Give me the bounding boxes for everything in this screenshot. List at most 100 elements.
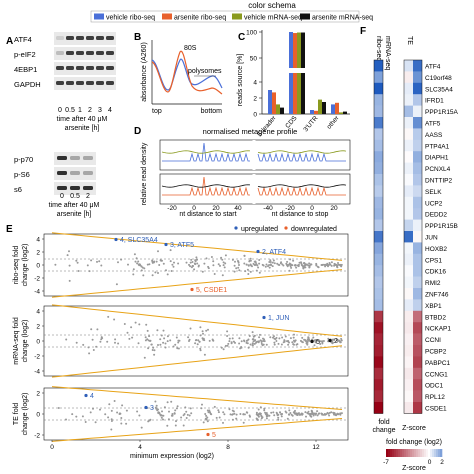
blot2-band [70,156,80,160]
e-point [228,340,231,343]
e-point [313,344,316,347]
e-point [158,264,161,266]
f-bottom-zscore: Z-score [402,425,426,432]
e-point [258,262,261,265]
heatmap-cell [413,105,422,118]
heatmap-cell [413,151,422,163]
e-point [217,411,220,414]
f-gene-label: ODC1 [425,383,443,390]
e-point [277,342,280,345]
blot-band [96,36,104,40]
e-point [269,336,272,339]
e-xtick-label: 8 [226,444,230,451]
e-highlight-point [114,237,118,242]
e-point [107,315,110,318]
e-point [294,264,297,266]
e-point [174,424,177,427]
heatmap-cell [413,174,422,186]
e-point [222,261,225,264]
e-point [205,414,208,417]
e-highlight-point [164,242,168,247]
e-point [233,270,236,273]
e-point [267,265,269,268]
e-point [238,264,240,266]
e-point [307,336,310,339]
heatmap-cell [374,379,383,391]
heatmap-cell [413,265,422,277]
f-gene-label: CSDE1 [425,406,447,413]
e-point [170,270,173,272]
e-point [163,337,166,340]
e-point [161,410,163,413]
e-point [275,340,278,342]
e-point [176,347,179,350]
e-point [212,260,215,263]
e-point [206,416,209,419]
e-point [340,265,343,268]
blot-band [76,51,84,55]
e-point [125,422,128,425]
e-point [207,411,210,414]
c-category: other [326,114,341,130]
heatmap-cell [404,219,413,232]
e-point [224,344,227,347]
schema-swatch [232,13,242,20]
colorbar-tick: -7 [383,459,389,466]
e-point [206,409,209,412]
e-point [243,262,246,265]
e-point [157,272,159,274]
e-point [196,262,199,265]
e-point [89,411,92,414]
e-point [222,264,225,267]
e-point [291,264,294,267]
e-point [99,340,102,343]
c-ytick-label: 100 [246,30,257,37]
colorbar-segment [390,449,393,457]
e-point [189,327,192,330]
e-highlight-point [310,339,314,344]
heatmap-cell [374,82,383,95]
f-gene-label: CPS1 [425,257,442,264]
e-point [248,335,251,337]
e-point [212,264,215,267]
e-point [339,263,342,266]
e-point [322,263,325,266]
f-gene-label: PCBP2 [425,349,447,356]
e-point [333,339,336,341]
e-point [127,263,129,266]
e-envelope-upper [51,232,343,261]
e-point [279,262,282,265]
e-point [293,412,296,415]
e-point [71,413,74,416]
f-gene-label: ATF4 [425,64,441,71]
e-point [259,406,262,409]
e-point [222,421,224,424]
e-point [140,426,143,429]
e-point [265,417,268,420]
e-point [238,342,241,345]
heatmap-cell [374,208,383,220]
e-point [86,264,89,267]
e-point [75,341,78,344]
f-gene-label: NCKAP1 [425,326,451,333]
e-point [90,328,93,331]
e-point [234,260,236,263]
e-point [120,422,123,425]
e-point [148,335,151,338]
heatmap-cell [374,60,383,72]
e-point [271,261,274,264]
e-point [204,417,207,420]
e-point [176,405,179,408]
color-schema-box [90,10,360,23]
e-point [110,409,113,412]
heatmap-cell [404,322,413,334]
heatmap-cell [374,253,383,266]
e-point [159,338,162,341]
heatmap-cell [404,117,413,129]
e-point [273,341,276,344]
d-xtick-start: 0 [192,205,196,212]
e-point [144,336,147,339]
e-ylabel-2: change (log2) [22,320,29,363]
heatmap-cell [404,162,413,175]
panel-d-letter: D [134,126,141,137]
